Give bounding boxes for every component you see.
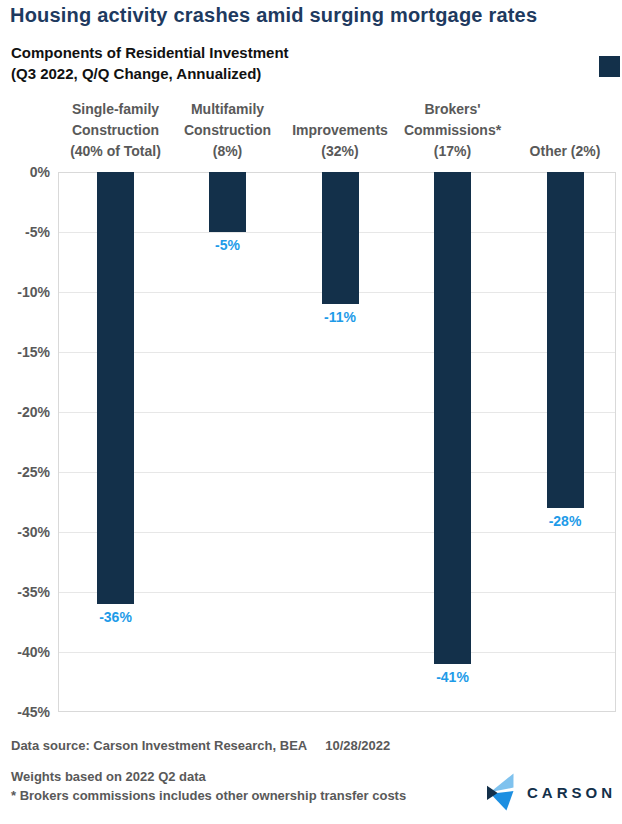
gridline xyxy=(59,592,615,593)
carson-logo-icon xyxy=(487,772,517,812)
decorative-corner-square xyxy=(599,56,620,77)
category-label: Other (2%) xyxy=(499,141,622,162)
gridline xyxy=(59,352,615,353)
carson-logo: CARSON xyxy=(487,772,616,812)
chart-subtitle-line2: (Q3 2022, Q/Q Change, Annualized) xyxy=(11,63,289,84)
chart-subtitle: Components of Residential Investment (Q3… xyxy=(11,42,289,84)
chart-subtitle-line1: Components of Residential Investment xyxy=(11,42,289,63)
data-source-line: Data source: Carson Investment Research,… xyxy=(11,738,390,753)
bar-1 xyxy=(97,172,134,604)
y-tick-label: -20% xyxy=(0,404,50,420)
page-title: Housing activity crashes amid surging mo… xyxy=(10,4,610,27)
y-tick-label: -35% xyxy=(0,584,50,600)
data-source-date: 10/28/2022 xyxy=(325,738,390,753)
gridline xyxy=(59,532,615,533)
y-tick-label: -30% xyxy=(0,524,50,540)
gridline xyxy=(59,412,615,413)
bar-value-label: -41% xyxy=(418,669,488,685)
y-tick-label: -10% xyxy=(0,284,50,300)
y-tick-label: -40% xyxy=(0,644,50,660)
bar-value-label: -5% xyxy=(193,237,263,253)
note-weights: Weights based on 2022 Q2 data xyxy=(11,769,206,784)
note-brokers: * Brokers commissions includes other own… xyxy=(11,788,406,803)
bar-value-label: -36% xyxy=(81,609,151,625)
chart-canvas: Housing activity crashes amid surging mo… xyxy=(0,0,622,824)
y-tick-label: -15% xyxy=(0,344,50,360)
bar-4 xyxy=(434,172,471,664)
gridline xyxy=(59,472,615,473)
y-tick-label: -25% xyxy=(0,464,50,480)
bar-value-label: -11% xyxy=(305,309,375,325)
data-source-text: Data source: Carson Investment Research,… xyxy=(11,738,307,753)
bar-value-label: -28% xyxy=(530,513,600,529)
bar-3 xyxy=(322,172,359,304)
bar-5 xyxy=(547,172,584,508)
bar-2 xyxy=(209,172,246,232)
gridline xyxy=(59,652,615,653)
carson-logo-text: CARSON xyxy=(527,784,616,801)
y-tick-label: -5% xyxy=(0,224,50,240)
y-tick-label: -45% xyxy=(0,704,50,720)
y-tick-label: 0% xyxy=(0,164,50,180)
